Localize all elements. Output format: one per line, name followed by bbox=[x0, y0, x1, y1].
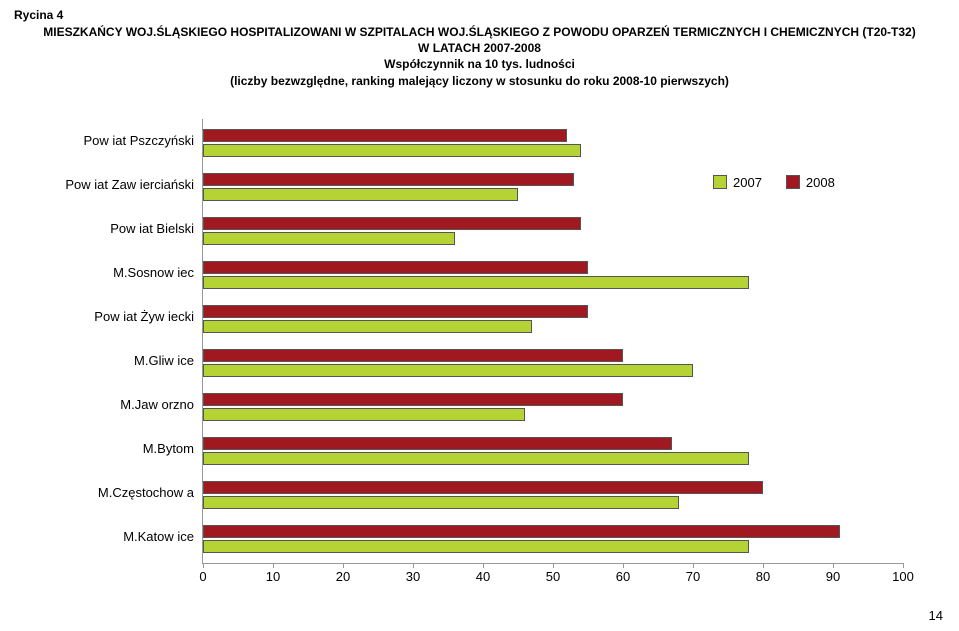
category-label: M.Sosnow iec bbox=[34, 251, 194, 295]
bar-group bbox=[203, 519, 903, 563]
bar-2007 bbox=[203, 408, 525, 421]
plot-area: 0102030405060708090100 20072008 bbox=[202, 119, 902, 564]
bar-group bbox=[203, 123, 903, 167]
category-label: Pow iat Zaw ierciański bbox=[34, 163, 194, 207]
bar-2008 bbox=[203, 261, 588, 274]
bar-2008 bbox=[203, 481, 763, 494]
x-tick-label: 0 bbox=[199, 569, 206, 584]
x-tick-label: 80 bbox=[756, 569, 770, 584]
legend-item: 2007 bbox=[713, 175, 762, 190]
bar-2007 bbox=[203, 144, 581, 157]
category-label: M.Bytom bbox=[34, 427, 194, 471]
bar-2007 bbox=[203, 320, 532, 333]
x-tick-label: 70 bbox=[686, 569, 700, 584]
bar-2007 bbox=[203, 276, 749, 289]
y-axis-labels: Pow iat PszczyńskiPow iat Zaw ierciański… bbox=[34, 119, 202, 559]
bar-2008 bbox=[203, 437, 672, 450]
bar-2008 bbox=[203, 349, 623, 362]
title-line: MIESZKAŃCY WOJ.ŚLĄSKIEGO HOSPITALIZOWANI… bbox=[14, 24, 945, 40]
x-tick-label: 30 bbox=[406, 569, 420, 584]
bar-2008 bbox=[203, 129, 567, 142]
x-tick-label: 40 bbox=[476, 569, 490, 584]
bar-2008 bbox=[203, 393, 623, 406]
legend-label: 2008 bbox=[806, 175, 835, 190]
bar-group bbox=[203, 387, 903, 431]
category-label: M.Katow ice bbox=[34, 515, 194, 559]
bar-group bbox=[203, 475, 903, 519]
legend-item: 2008 bbox=[786, 175, 835, 190]
title-line: Współczynnik na 10 tys. ludności bbox=[14, 56, 945, 72]
category-label: Pow iat Żyw iecki bbox=[34, 295, 194, 339]
x-tick-label: 90 bbox=[826, 569, 840, 584]
category-label: M.Częstochow a bbox=[34, 471, 194, 515]
bar-group bbox=[203, 431, 903, 475]
bar-2008 bbox=[203, 217, 581, 230]
title-line: (liczby bezwzględne, ranking malejący li… bbox=[14, 73, 945, 89]
x-tick-label: 100 bbox=[892, 569, 914, 584]
x-tick-label: 50 bbox=[546, 569, 560, 584]
figure-label: Rycina 4 bbox=[14, 8, 945, 22]
chart-title: MIESZKAŃCY WOJ.ŚLĄSKIEGO HOSPITALIZOWANI… bbox=[14, 24, 945, 89]
bar-2007 bbox=[203, 540, 749, 553]
bar-2007 bbox=[203, 364, 693, 377]
title-line: W LATACH 2007-2008 bbox=[14, 40, 945, 56]
category-label: M.Gliw ice bbox=[34, 339, 194, 383]
category-label: M.Jaw orzno bbox=[34, 383, 194, 427]
chart: Pow iat PszczyńskiPow iat Zaw ierciański… bbox=[14, 119, 945, 564]
bar-2007 bbox=[203, 188, 518, 201]
bar-group bbox=[203, 255, 903, 299]
page-number: 14 bbox=[929, 608, 943, 623]
legend: 2007 2008 bbox=[713, 175, 835, 190]
bar-2008 bbox=[203, 525, 840, 538]
bar-group bbox=[203, 299, 903, 343]
legend-swatch bbox=[786, 175, 800, 189]
bar-group bbox=[203, 211, 903, 255]
bar-2007 bbox=[203, 452, 749, 465]
x-tick-label: 20 bbox=[336, 569, 350, 584]
bar-2008 bbox=[203, 305, 588, 318]
category-label: Pow iat Bielski bbox=[34, 207, 194, 251]
bar-2007 bbox=[203, 232, 455, 245]
bar-2008 bbox=[203, 173, 574, 186]
category-label: Pow iat Pszczyński bbox=[34, 119, 194, 163]
bar-2007 bbox=[203, 496, 679, 509]
x-tick-label: 10 bbox=[266, 569, 280, 584]
x-tick-label: 60 bbox=[616, 569, 630, 584]
bar-group bbox=[203, 343, 903, 387]
legend-swatch bbox=[713, 175, 727, 189]
legend-label: 2007 bbox=[733, 175, 762, 190]
